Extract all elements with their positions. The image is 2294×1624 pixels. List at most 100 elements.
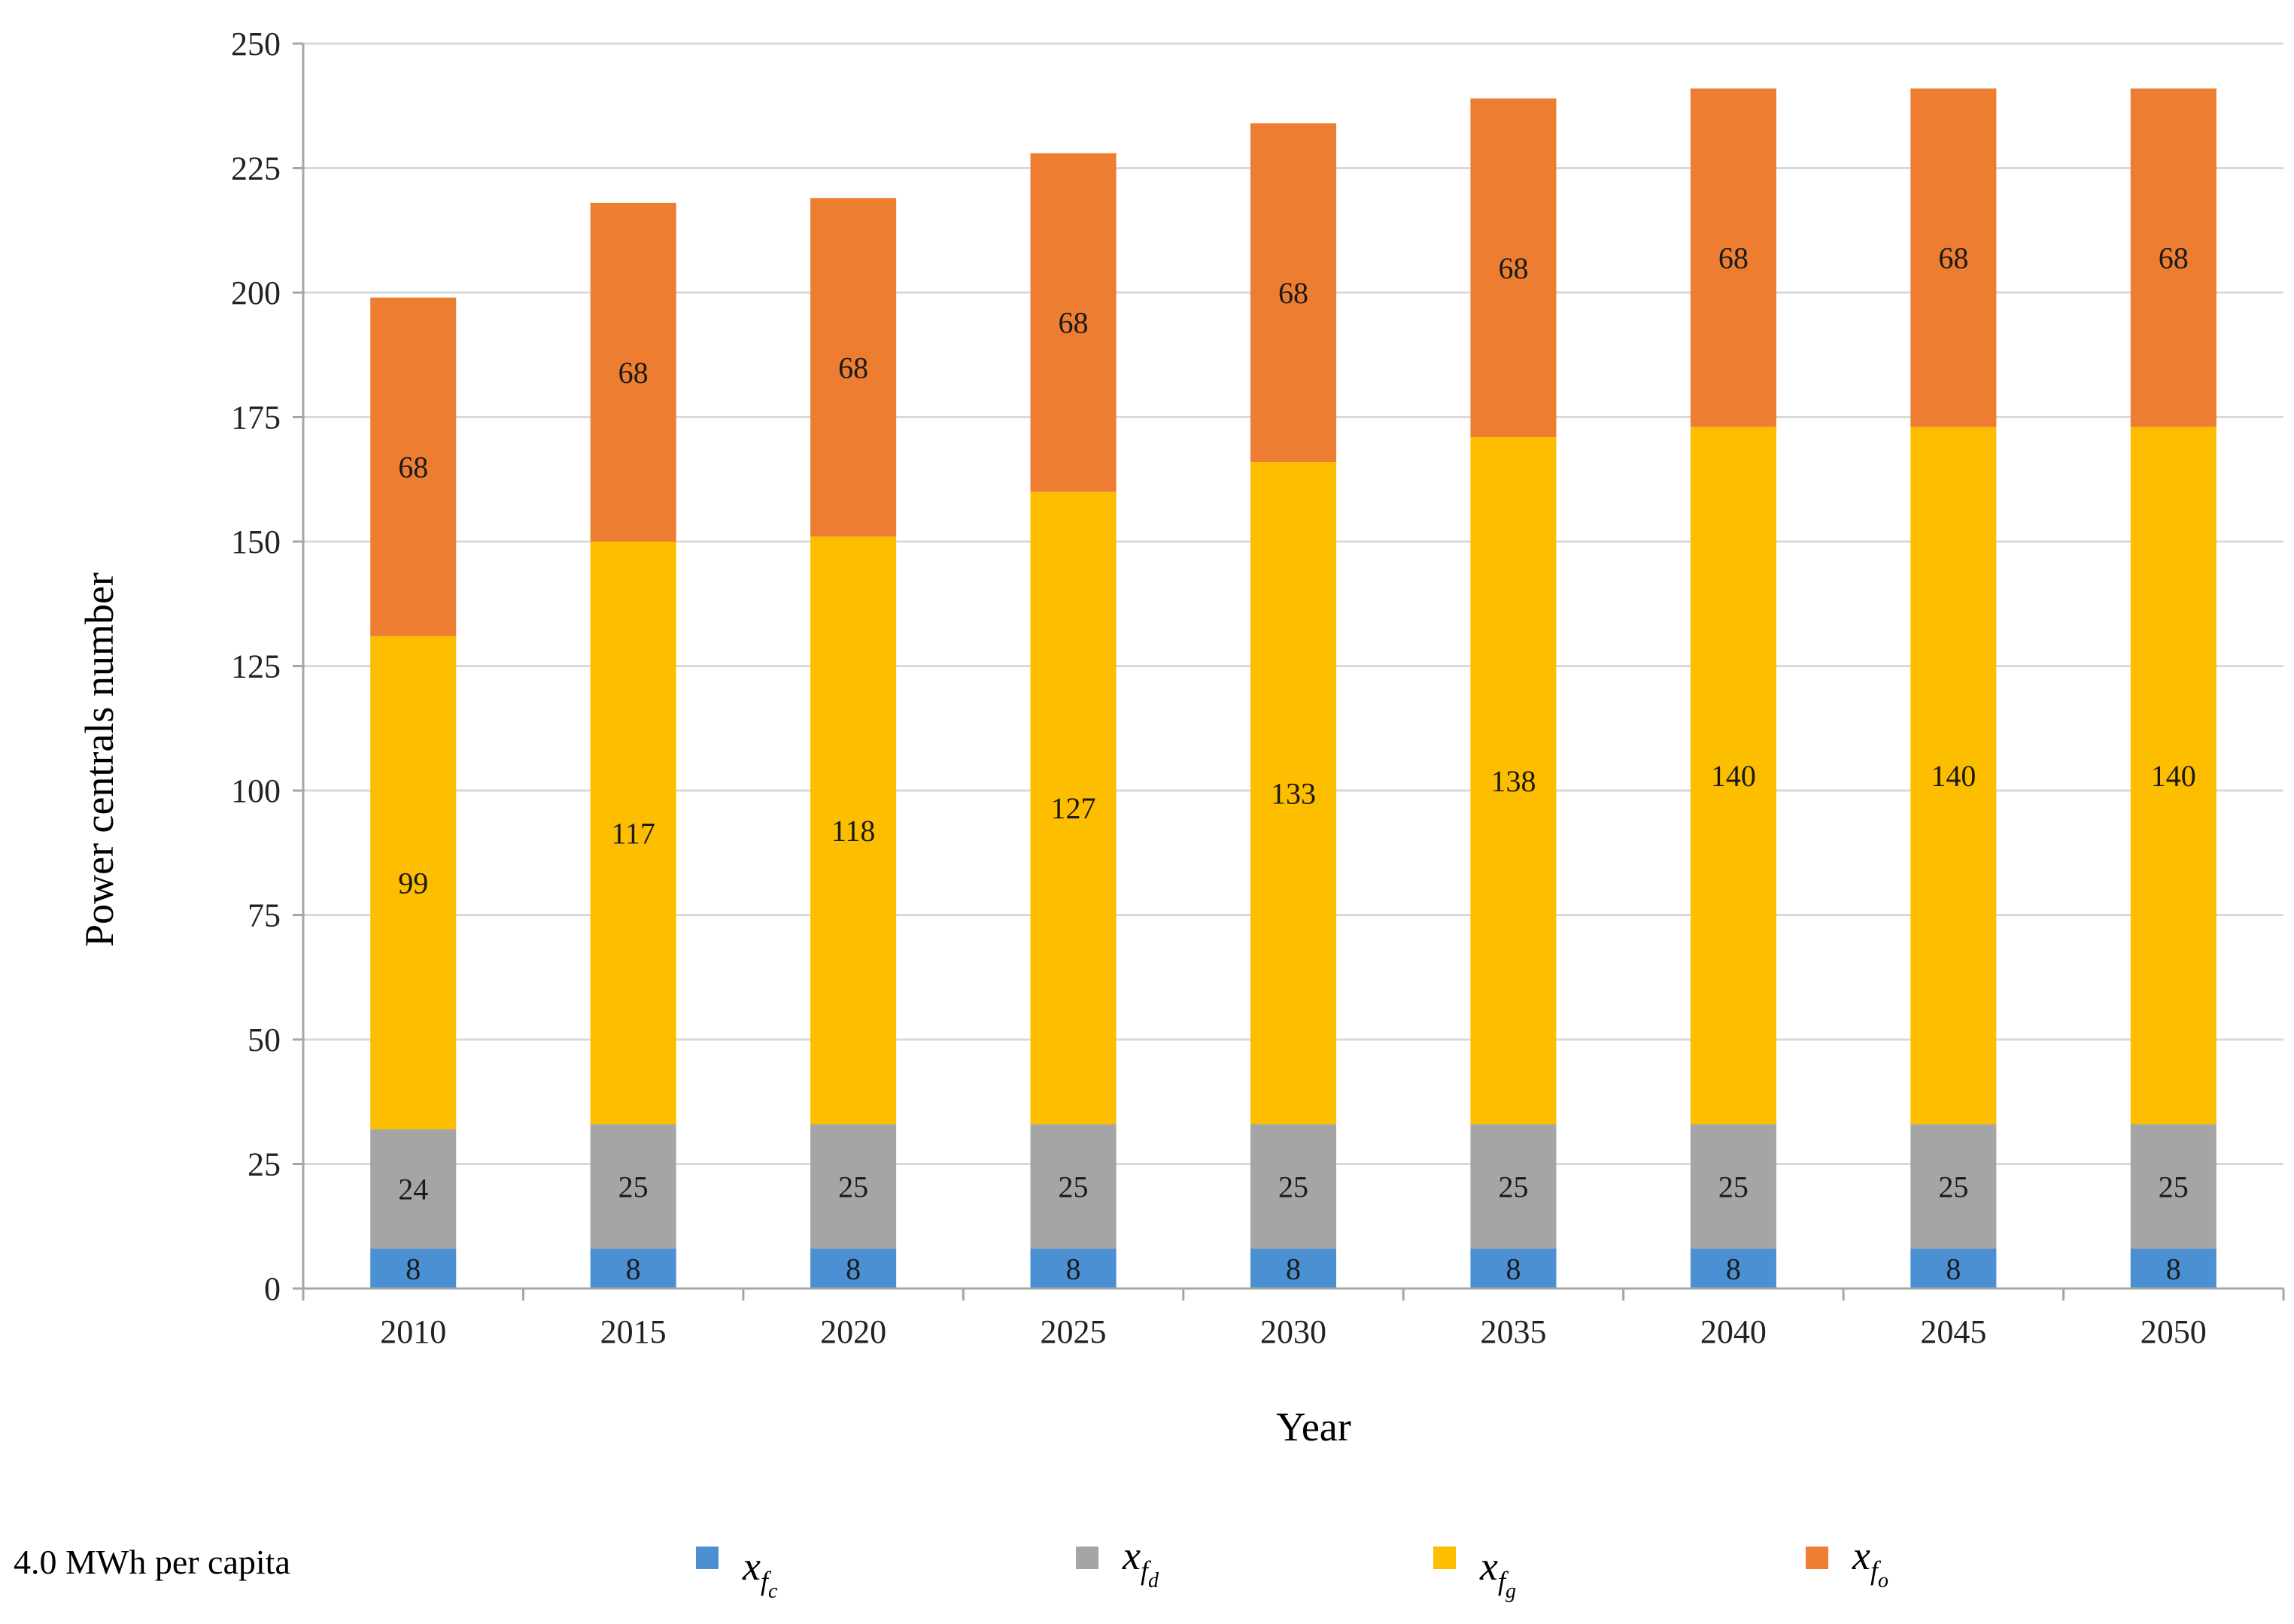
data-label: 8 [2166,1252,2181,1286]
data-label: 140 [1711,759,1756,793]
legend-label-x_fo: xfo [1852,1533,1888,1592]
legend-swatch-x_fd [1076,1547,1098,1569]
data-label: 8 [1286,1252,1301,1286]
bar-segment-x_fg [1690,426,1776,1125]
bar-segment-x_fo [1690,88,1776,427]
data-label: 138 [1490,764,1536,798]
y-tick-label: 75 [248,897,281,934]
bar-segment-x_fc [2130,1249,2217,1289]
bar-segment-x_fd [590,1124,676,1249]
y-tick-label: 225 [231,150,281,187]
x-axis-title: Year [1276,1404,1351,1449]
bar-labels: 8 24 99 68 8 25 117 68 8 25 118 68 8 25 127 68 8 25 133 68 8… [398,241,2196,1286]
bar-segment-x_fg [1250,462,1337,1125]
data-label: 25 [1718,1170,1749,1204]
data-label: 8 [846,1252,861,1286]
bar-segment-x_fg [1030,491,1117,1125]
y-tick-label: 175 [231,399,281,436]
bar-segment-x_fc [1690,1249,1776,1289]
bar-segment-x_fo [1910,88,1997,427]
y-tick-label: 50 [248,1021,281,1058]
bar-segment-x_fo [810,198,897,537]
data-label: 68 [1718,241,1749,275]
data-label: 68 [398,451,428,484]
data-label: 25 [1059,1170,1089,1204]
bar-segment-x_fo [2130,88,2217,427]
bar-segment-x_fg [2130,426,2217,1125]
bar-segment-x_fg [1470,436,1557,1125]
legend-swatch-x_fg [1433,1547,1456,1569]
data-label: 8 [626,1252,641,1286]
x-tick-label: 2035 [1480,1313,1546,1350]
bar-segment-x_fc [1030,1249,1117,1289]
data-label: 8 [1506,1252,1521,1286]
y-tick-label: 250 [231,26,281,62]
data-label: 68 [1498,251,1528,285]
data-label: 133 [1271,776,1316,810]
bar-segment-x_fg [1910,426,1997,1125]
x-tick-label: 2040 [1700,1313,1767,1350]
data-label: 25 [1938,1170,1968,1204]
x-tick-label: 2010 [380,1313,446,1350]
data-label: 25 [1278,1170,1308,1204]
bar-segment-x_fd [370,1129,457,1249]
legend-label-x_fd: xfd [1122,1533,1159,1592]
bar-segment-x_fd [1250,1124,1337,1249]
data-label: 25 [618,1170,649,1204]
x-tick-label: 2030 [1260,1313,1326,1350]
data-label: 118 [831,814,876,848]
bar-segment-x_fc [1470,1249,1557,1289]
x-tick-label: 2045 [1920,1313,1986,1350]
legend-title: 4.0 MWh per capita [14,1543,290,1581]
y-axis-title: Power centrals number [77,572,122,947]
legend-swatch-x_fc [696,1547,719,1569]
bar-segment-x_fo [590,202,676,542]
bar-segment-x_fc [810,1249,897,1289]
y-tick-label: 125 [231,648,281,685]
x-tick-label: 2020 [820,1313,886,1350]
bar-segment-x_fo [1250,123,1337,463]
bar-segment-x_fo [1470,98,1557,437]
data-label: 8 [1726,1252,1741,1286]
data-label: 68 [618,356,649,390]
bar-segment-x_fg [590,542,676,1125]
data-label: 68 [2159,241,2189,275]
data-label: 8 [1946,1252,1961,1286]
data-label: 140 [2151,759,2196,793]
y-tick-label: 0 [264,1270,281,1307]
bar-segment-x_fd [1910,1124,1997,1249]
data-label: 25 [1498,1170,1528,1204]
bar-segment-x_fc [590,1249,676,1289]
data-label: 24 [398,1173,428,1207]
bar-segment-x_fo [370,297,457,636]
y-tick-label: 100 [231,773,281,809]
bar-segment-x_fg [370,636,457,1130]
x-tick-label: 2025 [1041,1313,1107,1350]
data-label: 117 [611,816,655,850]
bar-segment-x_fo [1030,153,1117,492]
data-label: 68 [838,351,868,384]
bars [370,88,2217,1289]
legend-label-x_fg: xfg [1479,1544,1516,1603]
bar-segment-x_fd [1690,1124,1776,1249]
bar-segment-x_fd [1030,1124,1117,1249]
y-tick-label: 200 [231,275,281,311]
data-label: 8 [406,1252,421,1286]
bar-segment-x_fd [1470,1124,1557,1249]
data-label: 25 [2159,1170,2189,1204]
legend-swatch-x_fo [1806,1547,1828,1569]
data-label: 8 [1066,1252,1081,1286]
bar-segment-x_fg [810,536,897,1125]
bar-segment-x_fc [1910,1249,1997,1289]
bar-segment-x_fd [810,1124,897,1249]
bar-segment-x_fc [1250,1249,1337,1289]
data-label: 25 [838,1170,868,1204]
legend-label-x_fc: xfc [742,1544,778,1603]
legend: 4.0 MWh per capita xfc xfd xfg xfo [14,1533,1888,1603]
x-tick-label: 2050 [2141,1313,2207,1350]
axes: 0 25 50 75 100 125 150 175 200 225 250 2010 2015 2020… [231,26,2285,1350]
x-tick-label: 2015 [600,1313,667,1350]
data-label: 140 [1931,759,1976,793]
y-tick-label: 150 [231,524,281,560]
